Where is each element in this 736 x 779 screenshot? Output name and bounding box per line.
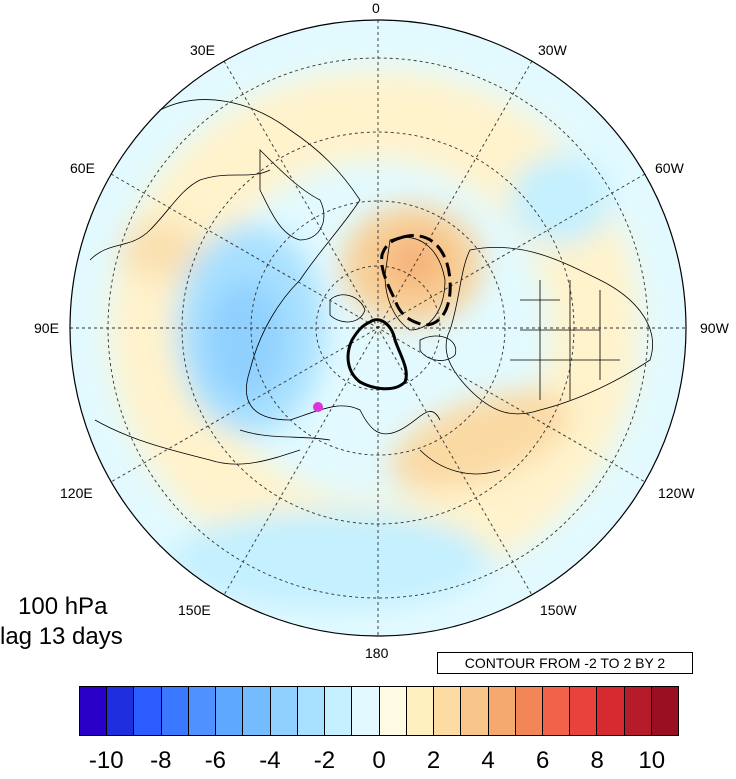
colorbar-tick-label: 4 [481,747,495,774]
location-marker [313,402,323,412]
negative-anomaly-pacific-south [170,510,490,610]
colorbar-tick-label: -8 [150,747,172,774]
contour-info-box: CONTOUR FROM -2 TO 2 BY 2 [437,652,693,674]
colorbar-swatch [379,687,407,735]
level-label: 100 hPa [18,593,108,620]
lon-label-30w: 30W [538,42,567,58]
colorbar-tick-label: 6 [535,747,550,774]
colorbar-swatch [243,687,271,735]
graticule [70,20,686,636]
map-boundary [69,19,687,637]
colorbar-tick-label: -10 [88,747,124,774]
positive-anomaly-pacific [389,390,571,490]
lon-label-180: 180 [365,645,389,661]
colorbar-swatch [80,687,108,735]
colorbar-swatch [188,687,217,735]
colorbar-swatch [216,687,244,735]
colorbar-swatch [624,687,652,735]
contour-negative-2 [346,318,408,391]
lon-label-30e: 30E [190,42,215,58]
colorbar-swatch [570,687,598,735]
colorbar-tick-label: 0 [372,747,386,774]
lon-label-150w: 150W [540,602,577,618]
colorbar-tick-label: 8 [590,747,604,774]
colorbar-swatch [107,687,135,735]
colorbar-swatch [651,687,679,735]
colorbar-swatch [270,687,298,735]
colorbar-tick-label: 10 [638,747,666,774]
colorbar-swatch [542,687,571,735]
lon-label-0: 0 [372,0,380,16]
contour-positive-2 [380,234,452,327]
colorbar-swatch [325,687,353,735]
colorbar-tick-label: 2 [426,747,441,774]
positive-anomaly-west [120,220,200,280]
colorbar-swatch [134,687,162,735]
colorbar-swatch [597,687,625,735]
positive-anomaly-core [385,236,445,288]
colorbar-swatch [161,687,189,735]
coastlines [89,99,653,475]
negative-anomaly-core [205,280,285,400]
lag-label: lag 13 days [0,623,123,650]
colorbar-swatch [461,687,489,735]
colorbar-swatch [515,687,543,735]
colorbar-swatch [406,687,435,735]
colorbar-swatch [352,687,380,735]
lon-label-90e: 90E [34,320,59,336]
colorbar-tick-label: -6 [204,747,227,774]
lon-label-60w: 60W [655,160,684,176]
lon-label-120e: 120E [60,485,93,501]
colorbar-swatch [297,687,326,735]
lon-label-150e: 150E [178,602,211,618]
colorbar-tick-label: -4 [259,747,281,774]
lon-label-120w: 120W [658,485,695,501]
colorbar [79,686,679,736]
colorbar-swatch [434,687,462,735]
negative-anomaly-atlantic [510,155,610,245]
colorbar-tick-label: -2 [313,747,336,774]
colorbar-swatch [488,687,516,735]
lon-label-90w: 90W [700,320,729,336]
lon-label-60e: 60E [70,160,95,176]
